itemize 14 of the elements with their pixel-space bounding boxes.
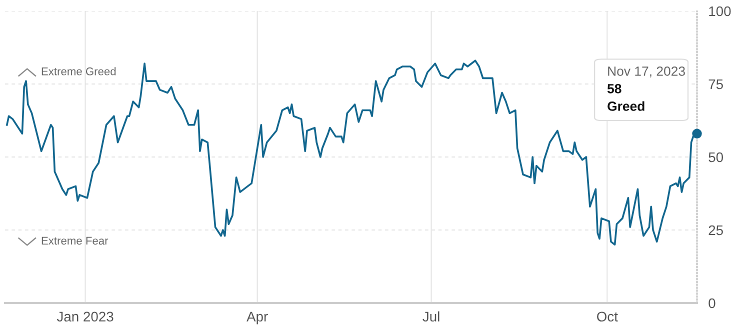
annotation: Greed	[608, 101, 644, 111]
y-tick-label: 25	[708, 225, 723, 236]
x-tick-label: Jan 2023	[56, 312, 114, 322]
annotation: Extreme Fear	[42, 236, 108, 245]
y-tick-label: 75	[708, 79, 723, 90]
y-tick-label: 0	[708, 298, 716, 308]
y-tick-label: 50	[708, 152, 724, 162]
annotation: Extreme Greed	[42, 67, 116, 76]
annotation: Nov 17, 2023	[608, 66, 685, 78]
x-tick-label: Oct	[597, 312, 618, 322]
y-tick-label: 100	[709, 6, 731, 16]
x-tick-label: Jul	[422, 311, 440, 322]
annotation: 58	[607, 84, 622, 94]
x-tick-label: Apr	[246, 312, 268, 324]
